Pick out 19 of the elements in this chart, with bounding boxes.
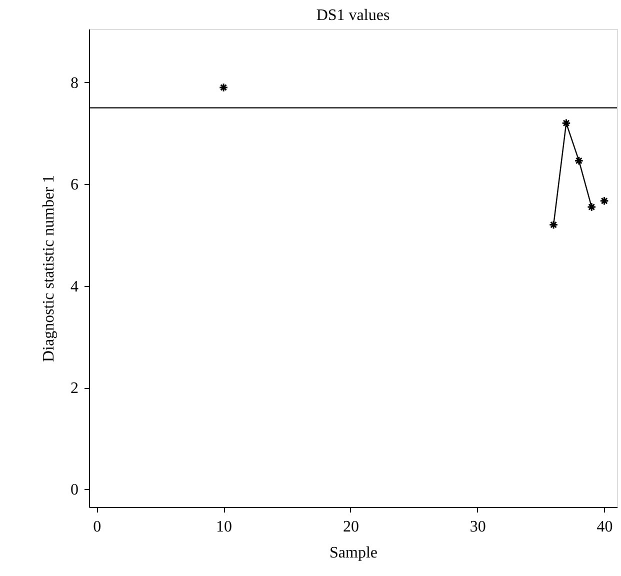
point xyxy=(574,156,584,166)
y-tick-label: 6 xyxy=(70,176,78,194)
x-tick-label: 30 xyxy=(470,518,486,536)
point xyxy=(586,202,596,212)
x-tick-label: 0 xyxy=(93,518,102,536)
point xyxy=(562,118,571,128)
y-tick-label: 2 xyxy=(70,380,78,397)
y-tick-label: 4 xyxy=(70,278,78,296)
point xyxy=(600,196,609,206)
x-tick-label: 40 xyxy=(596,518,613,536)
y-axis-title: Diagnostic statistic number 1 xyxy=(40,174,58,362)
x-tick-label: 20 xyxy=(342,518,359,536)
chart-title: DS1 values xyxy=(316,7,390,24)
x-tick-label: 10 xyxy=(216,518,232,536)
x-axis-title: Sample xyxy=(330,544,378,562)
point xyxy=(548,220,558,230)
point xyxy=(218,82,228,92)
y-tick-label: 8 xyxy=(70,74,78,92)
y-tick-label: 0 xyxy=(70,482,78,499)
